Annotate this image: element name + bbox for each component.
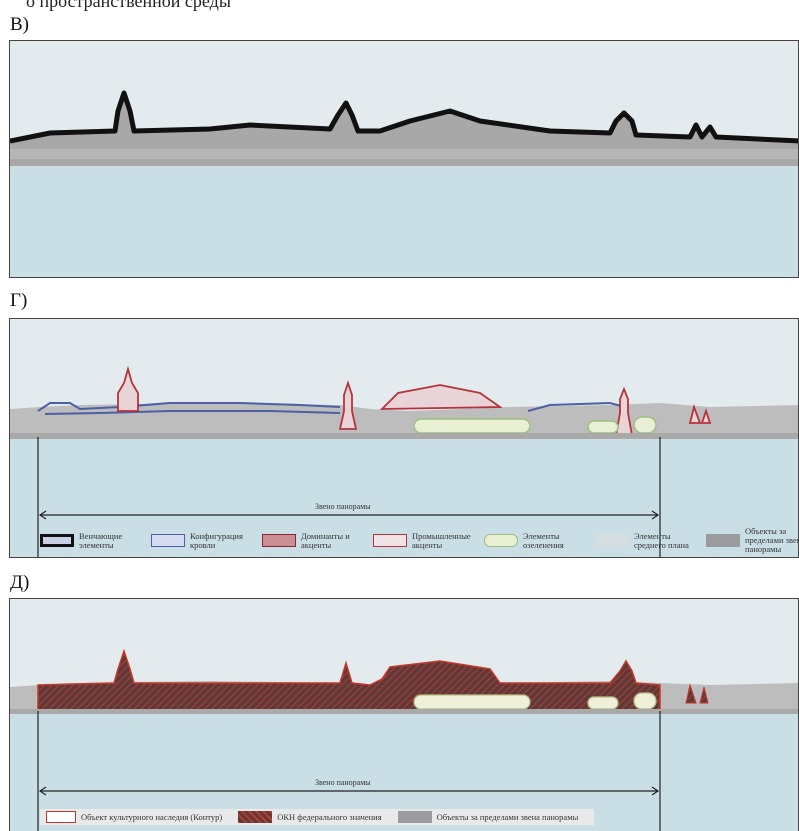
skyline-outline: [10, 90, 798, 144]
legend-item-federal: ОКН федерального значения: [238, 811, 382, 823]
greenery-elements: [413, 692, 657, 710]
top-cut-text: о пространственной среды: [26, 0, 231, 11]
legend-d: Объект культурного наследия (Контур) ОКН…: [40, 809, 595, 825]
panel-label-b: В): [10, 14, 29, 35]
legend-item-greenery: Элементы озеленения: [484, 531, 585, 550]
legend-swatch: [46, 811, 76, 823]
zone-label: Звено панорамы: [315, 502, 371, 511]
legend-item-dominants: Доминанты и акценты: [262, 531, 363, 550]
legend-item-outside: Объекты за пределами звена панорамы: [397, 811, 578, 823]
panorama-zone-marker: [37, 711, 661, 831]
panorama-zone-marker: [37, 437, 661, 557]
legend-item-crowning: Венчающие элементы: [40, 531, 141, 550]
legend-item-industrial: Промышленные акценты: [373, 531, 474, 550]
legend-swatch: [595, 534, 629, 547]
legend-swatch: [397, 811, 432, 823]
legend-item-outside: Объекты за пределами звена панорамы: [706, 527, 798, 554]
legend-swatch: [706, 534, 740, 547]
legend-swatch: [151, 534, 185, 547]
legend-item-roof: Конфигурация кровли: [151, 531, 252, 550]
panel-d: Звено панорамы Объект культурного наслед…: [9, 598, 799, 831]
panel-d-drawing: [10, 599, 798, 831]
legend-g: Венчающие элементы Конфигурация кровли Д…: [40, 527, 798, 554]
legend-swatch: [40, 534, 74, 547]
silhouette-shape: [10, 93, 798, 166]
panel-b-drawing: [10, 41, 798, 277]
panel-g-drawing: [10, 319, 798, 557]
legend-swatch: [262, 534, 296, 547]
panel-b: [9, 40, 799, 278]
panel-label-d: Д): [10, 572, 30, 593]
panel-g: Звено панорамы Венчающие элементы Конфиг…: [9, 318, 799, 558]
zone-label: Звено панорамы: [315, 778, 371, 787]
legend-item-heritage-outline: Объект культурного наследия (Контур): [46, 811, 222, 823]
legend-item-midground: Элементы среднего плана: [595, 531, 696, 550]
legend-swatch: [484, 534, 518, 547]
panel-label-g: Г): [10, 290, 28, 311]
legend-swatch: [373, 534, 407, 547]
legend-swatch: [238, 811, 273, 823]
dominant-accents: [117, 365, 712, 436]
